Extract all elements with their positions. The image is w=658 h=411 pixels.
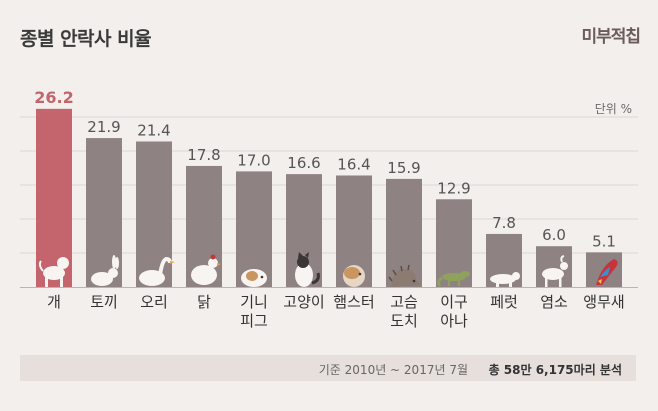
value-label: 16.6 <box>287 154 320 172</box>
cat-icon <box>295 252 320 287</box>
value-label: 12.9 <box>437 179 470 197</box>
footer-bar: 기준 2010년 ~ 2017년 7월 총 58만 6,175마리 분석 <box>20 355 636 381</box>
value-label: 21.4 <box>137 121 170 139</box>
category-label: 토끼 <box>90 293 118 311</box>
category-label: 이구 <box>440 293 468 311</box>
duck-icon <box>139 256 175 286</box>
bar-7 <box>386 178 422 287</box>
bar-2 <box>136 141 172 287</box>
rabbit-icon <box>91 255 119 286</box>
iguana-icon <box>436 271 470 288</box>
value-label: 16.4 <box>337 155 370 173</box>
category-label: 오리 <box>140 293 168 311</box>
parrot-icon <box>596 259 618 285</box>
category-label: 피그 <box>240 312 268 330</box>
category-label: 앵무새 <box>583 293 624 311</box>
total-count: 총 58만 6,175마리 분석 <box>488 363 622 377</box>
category-label: 닭 <box>197 293 211 311</box>
category-label: 아나 <box>440 312 468 330</box>
page-title: 종별 안락사 비율 <box>20 28 152 50</box>
category-label: 개 <box>47 293 61 311</box>
category-label: 고슴 <box>390 293 418 311</box>
goat-icon <box>542 255 568 287</box>
unit-label: 단위 % <box>594 102 632 116</box>
bar-0 <box>36 108 72 287</box>
category-label: 염소 <box>540 293 568 311</box>
category-label: 햄스터 <box>333 293 374 311</box>
category-label: 기니 <box>240 293 268 311</box>
bar-4 <box>236 171 272 287</box>
value-label: 7.8 <box>492 214 516 232</box>
hamster-icon <box>343 265 365 287</box>
hedgehog-icon <box>388 264 421 287</box>
category-label: 페럿 <box>490 293 518 311</box>
guinea-pig-icon <box>241 269 267 287</box>
value-label: 17.0 <box>237 151 270 169</box>
value-label: 17.8 <box>187 146 220 164</box>
category-label: 고양이 <box>283 293 324 311</box>
value-label: 5.1 <box>592 232 616 250</box>
basis-note: 기준 2010년 ~ 2017년 7월 <box>318 363 468 377</box>
value-label: 15.9 <box>387 159 420 177</box>
dog-icon <box>38 257 69 287</box>
value-label: 6.0 <box>542 226 566 244</box>
category-label: 도치 <box>390 312 418 330</box>
value-label: 26.2 <box>34 88 73 107</box>
chicken-icon <box>191 254 221 285</box>
value-label: 21.9 <box>87 118 120 136</box>
brand-logo: 미부적칩 <box>581 27 641 47</box>
ferret-icon <box>490 272 520 287</box>
